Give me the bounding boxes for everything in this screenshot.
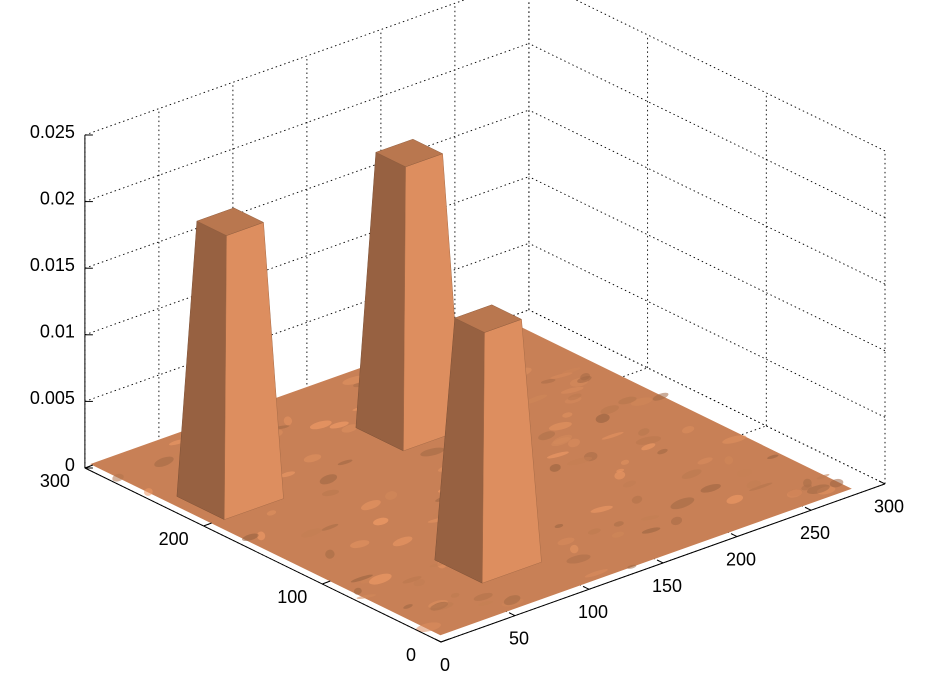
gridline-z-side-wall <box>529 44 885 218</box>
z-tick-label: 0.02 <box>40 188 75 208</box>
x-tick-label: 0 <box>440 655 450 675</box>
y-tick-mark <box>322 581 330 584</box>
x-tick-mark <box>879 481 885 484</box>
y-tick-label: 200 <box>159 529 189 549</box>
x-tick-mark <box>509 613 515 616</box>
peak-face-left <box>177 221 227 519</box>
x-tick-mark <box>657 560 663 563</box>
z-tick-label: 0.015 <box>30 255 75 275</box>
x-tick-label: 150 <box>652 576 682 596</box>
y-tick-mark <box>204 523 212 526</box>
x-tick-mark <box>805 507 811 510</box>
gridline-z-side-wall <box>529 177 885 351</box>
z-tick-label: 0.025 <box>30 122 75 142</box>
x-tick-mark <box>583 586 589 589</box>
y-tick-label: 100 <box>277 587 307 607</box>
y-tick-label: 0 <box>406 645 416 665</box>
peak <box>177 208 284 520</box>
peak-face-left <box>356 152 406 451</box>
z-tick-label: 0.01 <box>40 322 75 342</box>
z-tick-label: 0 <box>65 455 75 475</box>
z-tick-label: 0.005 <box>30 388 75 408</box>
x-tick-label: 200 <box>726 549 756 569</box>
x-tick-label: 100 <box>578 602 608 622</box>
x-tick-label: 250 <box>800 523 830 543</box>
y-tick-mark <box>441 639 449 642</box>
gridline-z-side-wall <box>529 110 885 284</box>
peak <box>356 139 463 451</box>
x-tick-mark <box>435 639 441 642</box>
x-tick-label: 50 <box>509 628 529 648</box>
x-tick-label: 300 <box>874 497 904 517</box>
gridline-z-side-wall <box>529 0 885 151</box>
x-tick-mark <box>731 534 737 537</box>
peak-face-front <box>224 222 283 519</box>
